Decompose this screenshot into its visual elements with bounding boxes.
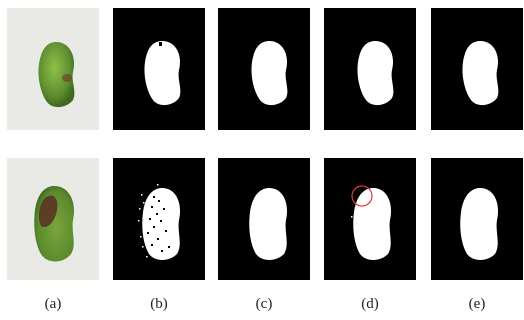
- mango-mask-circled: [351, 185, 392, 260]
- caption-d: (d): [361, 296, 379, 312]
- caption-e: (e): [468, 296, 486, 312]
- mask-bottom-c: [218, 158, 310, 280]
- mango-mask: [249, 187, 288, 260]
- mask-top-d: [324, 8, 416, 130]
- mango-photo-bottom: [7, 158, 99, 280]
- mango-mask: [251, 40, 288, 106]
- caption-b: (b): [150, 296, 168, 312]
- mango-mask: [144, 40, 181, 106]
- mask-top-c: [218, 8, 310, 130]
- mango-mask: [462, 40, 499, 106]
- defect-highlight-circle: [351, 185, 373, 207]
- mango-photo-top: [7, 8, 99, 130]
- mango-mask: [357, 40, 394, 106]
- mango-image: [38, 41, 75, 108]
- mask-top-b: [113, 8, 205, 130]
- mask-bottom-b: [113, 158, 205, 280]
- mango-mask: [460, 187, 499, 260]
- mask-top-e: [431, 8, 523, 130]
- caption-a: (a): [44, 296, 62, 312]
- mango-mask-speckled: [138, 184, 181, 260]
- mask-bottom-d: [324, 158, 416, 280]
- mask-bottom-e: [431, 158, 523, 280]
- caption-c: (c): [255, 296, 273, 312]
- mango-image: [34, 185, 75, 262]
